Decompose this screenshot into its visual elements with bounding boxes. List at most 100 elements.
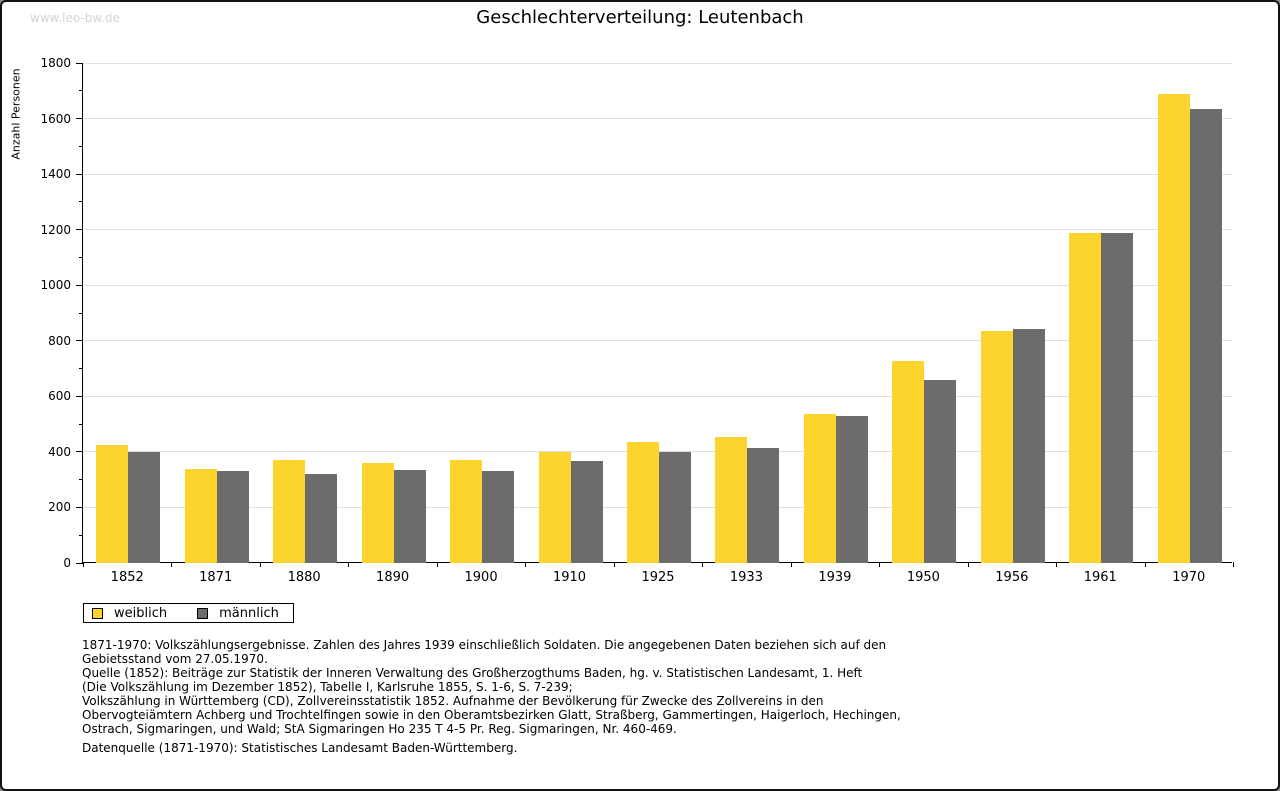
y-minor-tick-500 bbox=[79, 423, 83, 425]
y-tick-200 bbox=[76, 506, 83, 508]
y-tick-600 bbox=[76, 395, 83, 397]
y-tick-label-0: 0 bbox=[63, 556, 71, 570]
x-tick-8 bbox=[790, 562, 792, 567]
x-tick-12 bbox=[1144, 562, 1146, 567]
y-axis-title: Anzahl Personen bbox=[9, 68, 23, 160]
y-tick-label-600: 600 bbox=[48, 389, 71, 404]
bar-weiblich-1890 bbox=[361, 463, 394, 563]
bar-weiblich-1950 bbox=[892, 361, 925, 563]
bar-männlich-1950 bbox=[924, 380, 957, 563]
footnote-line-6: Obervogteiämtern Achberg und Trochtelfin… bbox=[82, 708, 901, 722]
x-tick-2 bbox=[259, 562, 261, 567]
x-axis-label-1939: 1939 bbox=[818, 570, 852, 585]
watermark: www.leo-bw.de bbox=[30, 11, 120, 25]
y-tick-label-800: 800 bbox=[48, 333, 71, 348]
bar-männlich-1852 bbox=[128, 452, 161, 563]
x-axis-label-1880: 1880 bbox=[287, 570, 321, 585]
x-axis-label-1933: 1933 bbox=[729, 570, 763, 585]
gridline-1800 bbox=[83, 62, 1232, 64]
x-tick-6 bbox=[613, 562, 615, 567]
y-tick-1200 bbox=[76, 229, 83, 231]
legend-swatch-weiblich bbox=[92, 607, 103, 619]
bar-männlich-1871 bbox=[216, 471, 249, 563]
x-axis-label-1900: 1900 bbox=[464, 570, 498, 585]
footnote-line-3: Quelle (1852): Beiträge zur Statistik de… bbox=[82, 666, 863, 680]
y-minor-tick-900 bbox=[79, 312, 83, 314]
bar-weiblich-1900 bbox=[450, 459, 483, 563]
x-axis-label-1961: 1961 bbox=[1083, 570, 1117, 585]
y-minor-tick-1500 bbox=[79, 145, 83, 147]
footnote-line-1: 1871-1970: Volkszählungsergebnisse. Zahl… bbox=[82, 638, 887, 652]
y-tick-label-1600: 1600 bbox=[40, 111, 71, 126]
x-axis-label-1871: 1871 bbox=[199, 570, 233, 585]
datasource-note: Datenquelle (1871-1970): Statistisches L… bbox=[82, 741, 518, 755]
x-tick-3 bbox=[348, 562, 350, 567]
legend-item-maennlich: männlich bbox=[197, 606, 279, 621]
legend-item-weiblich: weiblich bbox=[92, 606, 167, 621]
bar-männlich-1910 bbox=[570, 460, 603, 563]
y-minor-tick-1100 bbox=[79, 256, 83, 258]
bar-weiblich-1880 bbox=[273, 459, 306, 563]
y-minor-tick-1300 bbox=[79, 201, 83, 203]
gridline-1000 bbox=[83, 284, 1232, 286]
bar-männlich-1933 bbox=[747, 447, 780, 563]
bar-weiblich-1871 bbox=[184, 468, 217, 563]
y-tick-label-1400: 1400 bbox=[40, 167, 71, 182]
bar-weiblich-1956 bbox=[980, 331, 1013, 563]
footnote-line-5: Volkszählung in Württemberg (CD), Zollve… bbox=[82, 694, 824, 708]
y-tick-label-1000: 1000 bbox=[40, 278, 71, 293]
y-minor-tick-700 bbox=[79, 368, 83, 370]
x-tick-11 bbox=[1056, 562, 1058, 567]
x-tick-0 bbox=[83, 562, 84, 567]
x-axis-label-1970: 1970 bbox=[1172, 570, 1206, 585]
bar-männlich-1939 bbox=[835, 415, 868, 563]
y-tick-1000 bbox=[76, 284, 83, 286]
y-tick-label-400: 400 bbox=[48, 444, 71, 459]
legend: weiblich männlich bbox=[83, 603, 294, 623]
x-axis-label-1925: 1925 bbox=[641, 570, 675, 585]
x-axis-label-1956: 1956 bbox=[995, 570, 1029, 585]
y-tick-1800 bbox=[76, 62, 83, 64]
x-axis-label-1910: 1910 bbox=[552, 570, 587, 585]
legend-label-weiblich: weiblich bbox=[114, 605, 168, 621]
gridline-1400 bbox=[83, 173, 1232, 175]
y-tick-400 bbox=[76, 451, 83, 453]
x-tick-7 bbox=[702, 562, 704, 567]
bar-weiblich-1933 bbox=[715, 436, 748, 563]
y-tick-1400 bbox=[76, 173, 83, 175]
footnote-line-4: (Die Volkszählung im Dezember 1852), Tab… bbox=[82, 680, 573, 694]
bar-männlich-1925 bbox=[659, 451, 691, 563]
bar-männlich-1890 bbox=[393, 469, 426, 563]
x-tick-9 bbox=[879, 562, 881, 567]
x-tick-10 bbox=[967, 562, 969, 567]
chart-title: Geschlechterverteilung: Leutenbach bbox=[476, 7, 804, 28]
gridline-600 bbox=[83, 395, 1232, 397]
bar-weiblich-1970 bbox=[1157, 93, 1190, 563]
bar-männlich-1970 bbox=[1189, 108, 1222, 563]
footnote-line-2: Gebietsstand vom 27.05.1970. bbox=[82, 652, 268, 666]
bar-männlich-1956 bbox=[1012, 328, 1045, 563]
legend-swatch-maennlich bbox=[197, 607, 209, 619]
bar-männlich-1900 bbox=[482, 471, 515, 563]
bar-weiblich-1939 bbox=[803, 413, 836, 563]
bar-männlich-1961 bbox=[1101, 233, 1134, 563]
bar-weiblich-1910 bbox=[538, 452, 571, 563]
y-minor-tick-300 bbox=[79, 479, 83, 481]
footnotes: 1871-1970: Volkszählungsergebnisse. Zahl… bbox=[82, 638, 1182, 736]
x-axis-label-1890: 1890 bbox=[376, 570, 410, 585]
x-tick-13 bbox=[1233, 562, 1234, 567]
plot-area: 0 200 400 600 800 1000 1200 1400 1600 1800 1852 187… bbox=[40, 57, 1234, 585]
x-axis-label-1950: 1950 bbox=[906, 570, 940, 585]
y-tick-0 bbox=[76, 562, 83, 564]
y-minor-tick-100 bbox=[79, 534, 83, 536]
x-axis-label-1852: 1852 bbox=[110, 570, 144, 585]
y-tick-label-200: 200 bbox=[48, 500, 71, 515]
y-minor-tick-1700 bbox=[79, 90, 83, 92]
x-tick-4 bbox=[436, 562, 438, 567]
x-tick-1 bbox=[171, 562, 173, 567]
footnote-line-7: Ostrach, Sigmaringen, und Wald; StA Sigm… bbox=[82, 722, 677, 736]
y-tick-1600 bbox=[76, 118, 83, 120]
y-tick-label-1200: 1200 bbox=[40, 222, 71, 237]
gridline-1200 bbox=[83, 229, 1232, 231]
gridline-1600 bbox=[83, 118, 1232, 120]
